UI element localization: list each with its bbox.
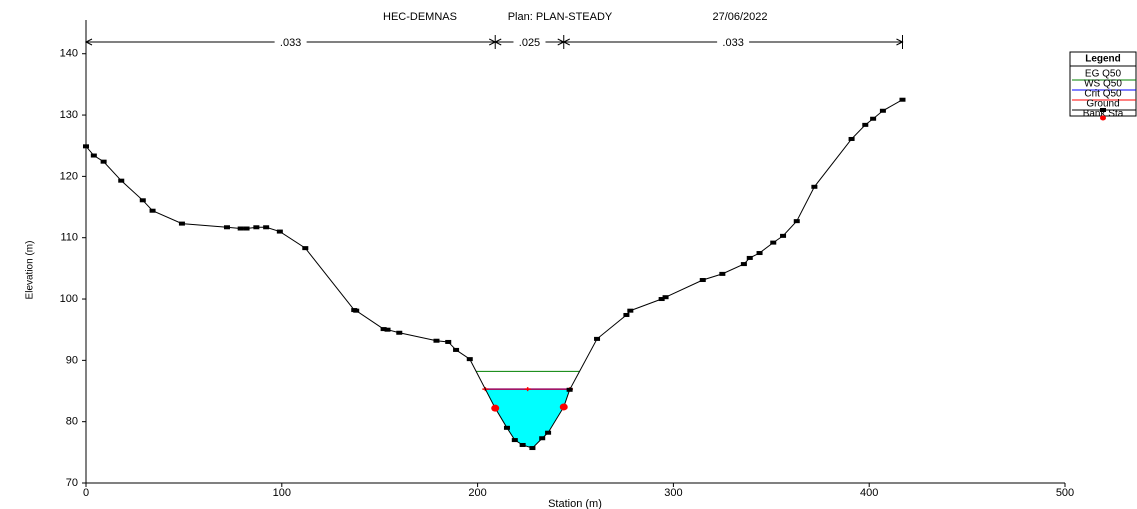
ground-point [740, 262, 747, 267]
ground-point [811, 184, 818, 189]
y-axis-label: Elevation (m) [25, 241, 36, 300]
ground-point [83, 144, 89, 149]
legend-label: Crit Q50 [1084, 89, 1122, 100]
roughness-label: .025 [519, 37, 540, 49]
ground-point [433, 338, 440, 343]
legend-label: Ground [1086, 99, 1119, 110]
legend-swatch-marker [1100, 115, 1106, 121]
ground-point [594, 336, 601, 341]
ground-point [879, 108, 886, 113]
ground-point [662, 295, 669, 300]
y-tick-label: 120 [60, 170, 78, 182]
ground-point [756, 251, 763, 256]
y-tick-label: 80 [66, 416, 78, 428]
ground-point [453, 347, 460, 352]
legend-swatch-marker [1100, 108, 1106, 112]
ground-point [503, 425, 510, 430]
ground-point [384, 327, 391, 332]
legend-box [1069, 51, 1137, 117]
legend-label: Bank Sta [1083, 109, 1124, 120]
ground-point [770, 240, 777, 245]
ground-point [302, 246, 309, 251]
x-tick-label: 500 [1056, 487, 1074, 499]
x-tick-label: 400 [860, 487, 878, 499]
ground-point [253, 225, 260, 230]
ground-point [862, 122, 869, 127]
ground-point [139, 198, 146, 203]
y-tick-label: 70 [66, 477, 78, 489]
legend-label: WS Q50 [1084, 79, 1122, 90]
ground-point [848, 136, 855, 141]
x-axis-label: Station (m) [548, 498, 602, 509]
chart-title: Plan: PLAN-STEADY [508, 11, 613, 23]
ground-point [263, 225, 270, 230]
ground-point [658, 297, 665, 302]
ground-point [519, 442, 526, 447]
ground-point [243, 226, 250, 231]
y-tick-label: 110 [60, 232, 78, 244]
ground-point [149, 208, 156, 213]
water-area [485, 389, 570, 449]
ground-point [566, 387, 573, 392]
y-tick-label: 130 [60, 109, 78, 121]
ground-point [466, 357, 473, 362]
x-tick-label: 300 [664, 487, 682, 499]
ground-point [178, 221, 185, 226]
legend-title: Legend [1085, 54, 1121, 65]
chart-title: HEC-DEMNAS [383, 11, 457, 23]
ground-point [90, 153, 97, 158]
x-tick-label: 100 [273, 487, 291, 499]
ground-point [276, 229, 283, 234]
roughness-label-bg [513, 35, 546, 49]
bank-station [491, 404, 500, 412]
ground-point [539, 436, 546, 441]
y-tick-label: 140 [60, 48, 78, 60]
ground-point [380, 327, 387, 332]
y-tick-label: 90 [66, 354, 78, 366]
roughness-arrow [562, 38, 904, 46]
ground-point [445, 339, 452, 344]
roughness-label: .033 [722, 37, 743, 49]
ground-point [793, 219, 800, 224]
ground-point [899, 97, 906, 102]
ground-point [118, 178, 125, 183]
roughness-label: .033 [280, 37, 301, 49]
chart-title: 27/06/2022 [712, 11, 767, 23]
roughness-label-bg [717, 35, 750, 49]
ground-point [223, 225, 230, 230]
ground-point [719, 271, 726, 276]
bank-station [559, 403, 568, 411]
crit-marker [524, 387, 531, 392]
legend-label: EG Q50 [1085, 69, 1122, 80]
ground-point [545, 430, 552, 435]
ground-point [353, 308, 360, 313]
ground-point [623, 312, 630, 317]
y-tick-label: 100 [60, 293, 78, 305]
ground-point [529, 446, 536, 451]
ground-point [780, 233, 787, 238]
ground-point [100, 159, 107, 164]
x-tick-label: 200 [468, 487, 486, 499]
ground-point [746, 255, 753, 260]
x-tick-label: 0 [83, 487, 89, 499]
roughness-label-bg [274, 35, 307, 49]
ground-point [237, 226, 244, 231]
ground-point [396, 330, 403, 335]
ground-point [870, 116, 877, 121]
ground-point [627, 308, 634, 313]
ground-point [699, 278, 706, 283]
ground-point [511, 438, 518, 443]
